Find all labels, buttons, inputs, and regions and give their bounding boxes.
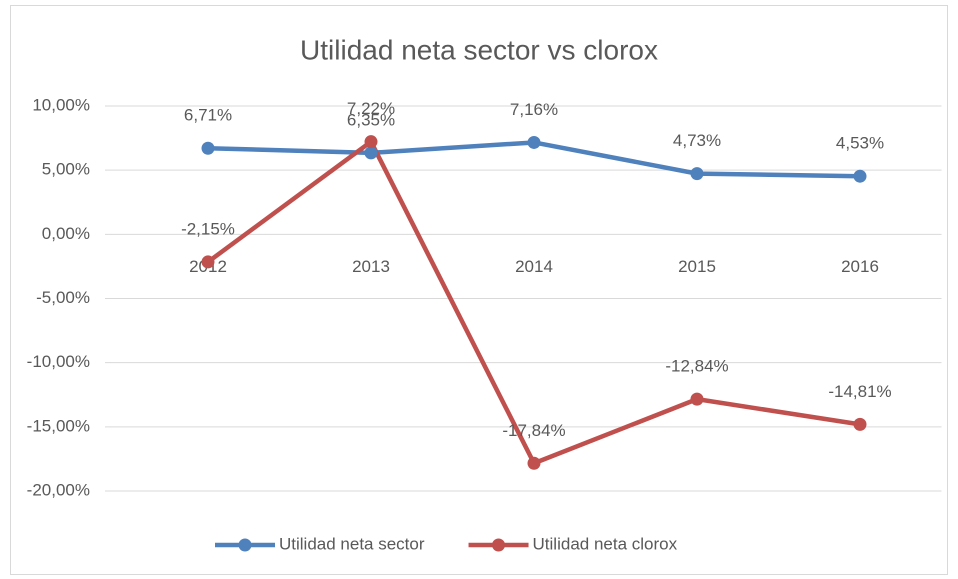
data-point — [201, 141, 215, 155]
x-tick-label: 2015 — [678, 257, 716, 276]
data-label: 4,73% — [673, 131, 721, 150]
data-point — [853, 169, 867, 183]
chart-title: Utilidad neta sector vs clorox — [300, 34, 658, 65]
data-label: -14,81% — [828, 382, 891, 401]
data-point — [527, 135, 541, 149]
x-tick-label: 2016 — [841, 257, 879, 276]
legend-label: Utilidad neta clorox — [533, 534, 678, 553]
x-tick-label: 2014 — [515, 257, 553, 276]
legend-label: Utilidad neta sector — [279, 534, 425, 553]
data-point — [364, 146, 378, 160]
data-label: 4,53% — [836, 134, 884, 153]
y-tick-label: -15,00% — [27, 416, 90, 435]
data-point — [690, 392, 704, 406]
data-point — [853, 417, 867, 431]
data-label: -12,84% — [665, 357, 728, 376]
data-point — [201, 255, 215, 269]
data-point — [364, 135, 378, 149]
data-label: 7,16% — [510, 100, 558, 119]
legend-marker — [238, 538, 252, 552]
data-label: -2,15% — [181, 219, 235, 238]
legend-marker — [492, 538, 506, 552]
y-tick-label: -20,00% — [27, 480, 90, 499]
data-label: -17,84% — [502, 421, 565, 440]
y-tick-label: 10,00% — [32, 95, 90, 114]
x-tick-label: 2013 — [352, 257, 390, 276]
y-tick-label: -5,00% — [36, 288, 90, 307]
data-label: 6,71% — [184, 106, 232, 125]
chart-border — [10, 5, 948, 575]
data-point — [527, 456, 541, 470]
y-tick-label: -10,00% — [27, 352, 90, 371]
y-tick-label: 5,00% — [42, 160, 90, 179]
data-label: 7,22% — [347, 99, 395, 118]
data-point — [690, 167, 704, 181]
data-label: 6,35% — [347, 110, 395, 129]
y-tick-label: 0,00% — [42, 224, 90, 243]
